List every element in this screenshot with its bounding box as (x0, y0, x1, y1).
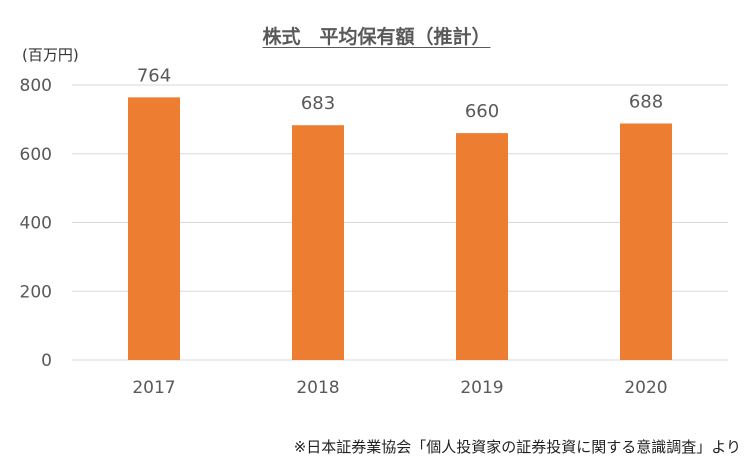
bar (128, 97, 180, 360)
y-tick-label: 0 (41, 351, 52, 371)
data-label: 688 (629, 92, 663, 113)
x-tick-label: 2020 (624, 378, 667, 398)
bar (456, 133, 508, 360)
source-note: ※日本証券業協会「個人投資家の証券投資に関する意識調査」より (293, 438, 741, 456)
data-label: 683 (301, 93, 335, 114)
chart-title: 株式 平均保有額（推計） (262, 26, 491, 48)
bar (292, 125, 344, 360)
x-tick-label: 2019 (460, 378, 503, 398)
y-tick-label: 600 (20, 145, 52, 165)
x-tick-label: 2017 (132, 378, 175, 398)
bar (620, 123, 672, 360)
y-tick-label: 400 (20, 214, 52, 234)
data-label: 764 (137, 65, 171, 86)
y-tick-label: 800 (20, 76, 52, 96)
y-axis-unit-label: (百万円) (22, 46, 79, 64)
y-tick-label: 200 (20, 282, 52, 302)
x-tick-label: 2018 (296, 378, 339, 398)
data-label: 660 (465, 101, 499, 122)
